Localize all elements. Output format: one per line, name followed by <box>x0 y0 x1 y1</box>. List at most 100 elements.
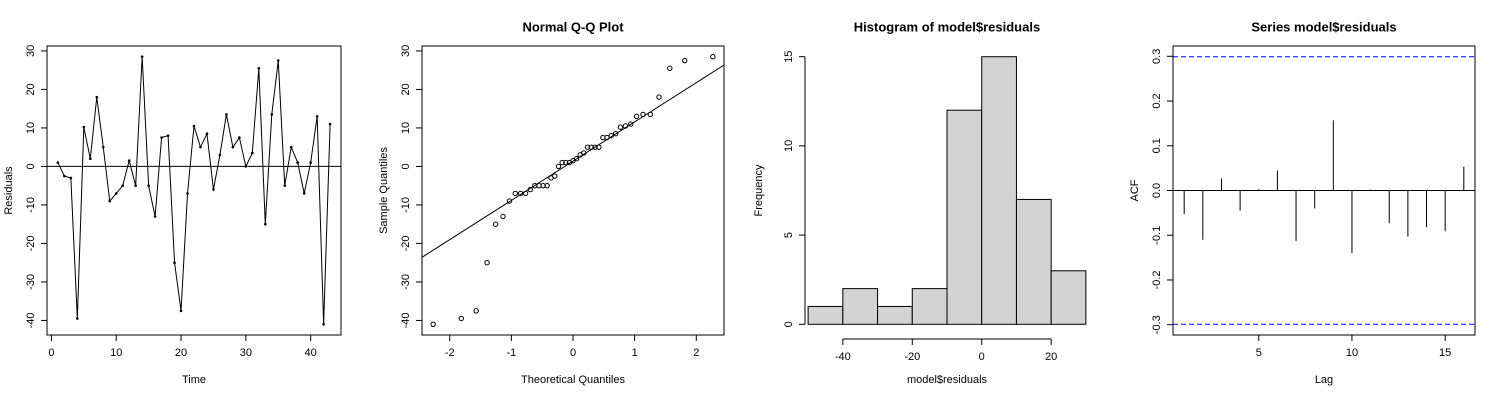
point <box>710 54 716 60</box>
point <box>592 144 598 150</box>
point <box>147 184 150 187</box>
point <box>153 215 157 218</box>
y-tick-label: 15 <box>783 51 795 63</box>
point <box>56 161 60 164</box>
point <box>140 55 144 59</box>
y-tick-label: 30 <box>400 45 412 57</box>
y-tick-label: -0.3 <box>1151 315 1163 334</box>
point <box>296 161 300 164</box>
y-tick-label: 0.3 <box>1151 49 1163 64</box>
point <box>309 161 312 164</box>
y-tick-label: -20 <box>400 235 412 251</box>
x-axis-label: Theoretical Quantiles <box>521 374 625 386</box>
x-tick-label: 0 <box>979 351 985 363</box>
y-tick-label: 0.1 <box>1151 138 1163 153</box>
point <box>458 315 464 322</box>
point <box>205 132 209 136</box>
point <box>613 131 619 137</box>
point <box>270 113 274 116</box>
chart-title: Histogram of model$residuals <box>854 19 1040 34</box>
y-tick-label: 10 <box>400 122 412 134</box>
point <box>251 151 254 155</box>
y-axis-label: Frequency <box>753 164 765 216</box>
point <box>88 157 92 161</box>
x-tick-label: 40 <box>305 347 317 359</box>
point <box>544 182 550 189</box>
bar <box>842 288 879 325</box>
y-tick-label: 10 <box>783 140 795 152</box>
point <box>276 59 280 62</box>
point <box>63 174 66 178</box>
y-tick-label: -40 <box>400 312 412 328</box>
point <box>257 66 261 70</box>
x-tick-label: 0 <box>48 347 54 359</box>
x-tick-label: -20 <box>904 351 920 363</box>
point <box>218 153 222 157</box>
y-tick-label: -0.2 <box>1151 270 1163 289</box>
plot-box <box>421 45 725 336</box>
point <box>244 165 248 168</box>
chart-title: Normal Q-Q Plot <box>522 19 624 34</box>
point <box>555 163 562 170</box>
point <box>667 65 673 71</box>
point <box>633 113 640 120</box>
point <box>512 190 518 197</box>
x-tick-label: 5 <box>1256 347 1262 359</box>
bar <box>911 288 948 325</box>
x-axis-label: model$residuals <box>907 374 988 386</box>
point <box>473 308 479 314</box>
point <box>628 121 634 127</box>
point <box>328 122 332 126</box>
y-tick-label: 5 <box>783 232 795 238</box>
point <box>430 321 436 327</box>
point <box>238 136 241 139</box>
y-tick-label: 0 <box>783 321 795 327</box>
point <box>173 261 176 264</box>
y-tick-label: 10 <box>25 122 37 134</box>
x-tick-label: 2 <box>693 347 699 359</box>
y-tick-label: -20 <box>25 235 37 251</box>
y-tick-label: 0.0 <box>1151 183 1163 198</box>
point <box>231 145 235 149</box>
x-tick-label: 10 <box>110 347 122 359</box>
point <box>127 159 131 162</box>
x-tick-label: 1 <box>632 347 638 359</box>
point <box>559 159 565 166</box>
point <box>552 173 558 179</box>
x-tick-label: 0 <box>570 347 576 359</box>
x-tick-label: 15 <box>1439 347 1451 359</box>
point <box>506 198 513 204</box>
bar <box>807 305 844 325</box>
point <box>186 192 189 195</box>
point <box>682 57 688 64</box>
x-tick-label: -1 <box>506 347 516 359</box>
residual-line <box>57 56 331 325</box>
point <box>212 188 215 191</box>
point <box>500 213 506 220</box>
y-tick-label: 30 <box>25 45 37 57</box>
x-tick-label: 10 <box>1346 347 1358 359</box>
point <box>492 221 499 227</box>
bar <box>946 109 983 325</box>
point <box>199 145 202 149</box>
y-axis-label: Sample Quantiles <box>378 147 390 234</box>
point <box>289 145 293 149</box>
point <box>134 184 137 187</box>
point <box>283 184 287 187</box>
plot-box <box>46 45 342 336</box>
bar <box>877 305 913 325</box>
point <box>160 136 163 139</box>
point <box>617 124 624 130</box>
y-axis-label: ACF <box>1129 179 1141 201</box>
y-tick-label: -30 <box>25 274 37 290</box>
point <box>76 317 79 320</box>
x-axis-label: Lag <box>1315 374 1333 386</box>
point <box>192 124 196 128</box>
point <box>263 222 267 226</box>
point <box>82 125 86 129</box>
x-tick-label: 20 <box>175 347 187 359</box>
chart-title: Series model$residuals <box>1251 19 1396 34</box>
point <box>315 115 319 118</box>
y-tick-label: 0.2 <box>1151 93 1163 108</box>
point <box>69 176 73 180</box>
